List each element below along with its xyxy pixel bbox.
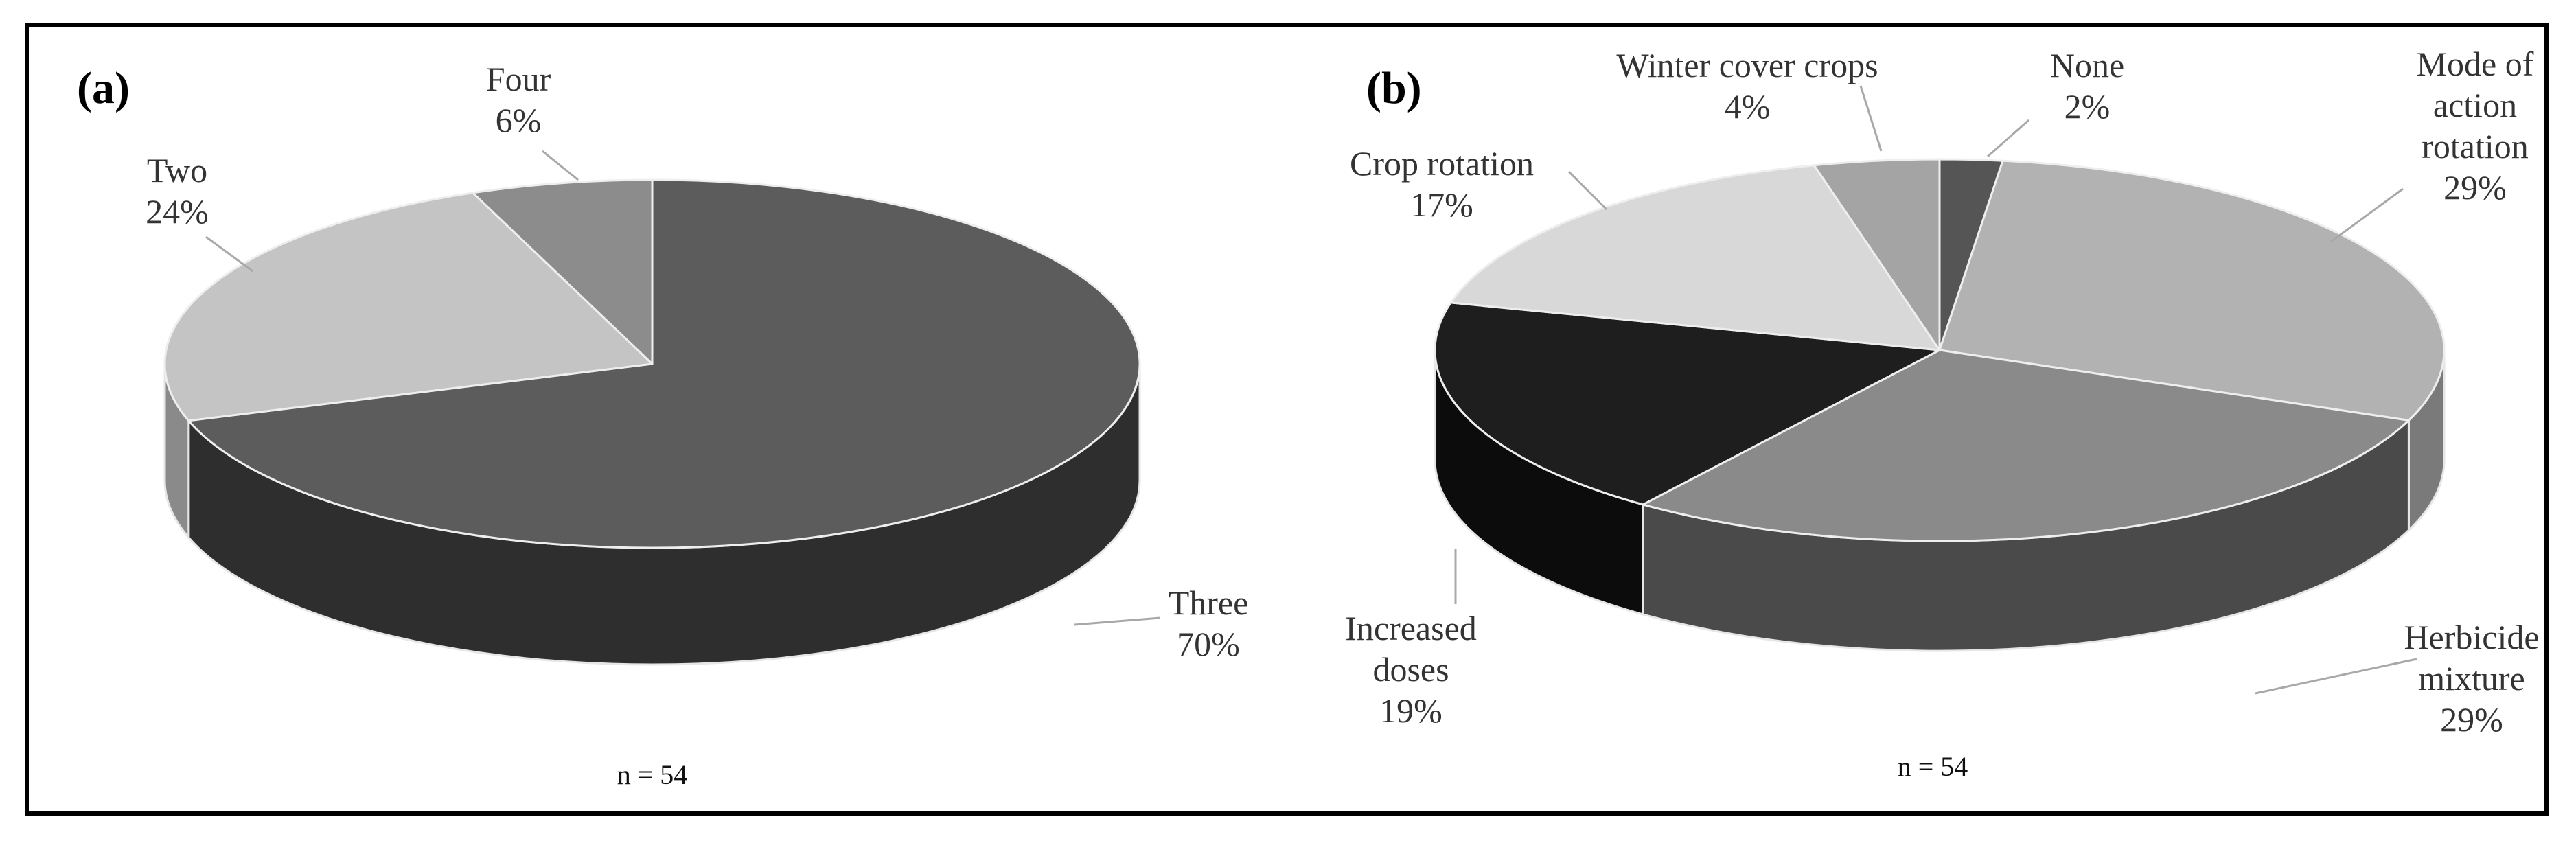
slice-three xyxy=(187,178,1141,549)
panel-label-b: (b) xyxy=(1366,63,1422,113)
pie-chart-b: (b) None 2%Mode of action rotation 29%Herbic… xyxy=(1345,45,2539,782)
leader-line-herbicide-mixture xyxy=(2255,658,2417,695)
slice-winter-cover-crops xyxy=(1813,158,1941,351)
leader-line-four xyxy=(542,150,579,181)
percent-label-four: 6% xyxy=(496,101,542,139)
category-label-winter-cover-crops: Winter cover crops xyxy=(1616,46,1878,84)
category-label-mode-of-action-rotation: rotation xyxy=(2422,127,2529,165)
data-label-two: Two 24% xyxy=(146,151,209,231)
category-label-herbicide-mixture: Herbicide xyxy=(2404,618,2539,656)
data-label-mode-of-action-rotation: Mode of action rotation 29% xyxy=(2417,45,2534,207)
sample-size-b: n = 54 xyxy=(1898,751,1968,782)
slice-two xyxy=(163,192,654,422)
leader-line-none xyxy=(1987,119,2029,158)
slice-mode-of-action-rotation xyxy=(1938,159,2446,422)
category-label-four: Four xyxy=(486,60,551,98)
category-label-mode-of-action-rotation: Mode of xyxy=(2417,45,2534,83)
slice-increased-doses xyxy=(1434,301,1941,506)
percent-label-crop-rotation: 17% xyxy=(1410,185,1473,224)
data-label-three: Three 70% xyxy=(1169,584,1249,663)
data-label-increased-doses: Increased doses 19% xyxy=(1345,609,1477,730)
leader-line-two xyxy=(205,235,253,273)
panel-label-a: (a) xyxy=(77,63,130,113)
data-label-herbicide-mixture: Herbicide mixture 29% xyxy=(2404,618,2539,739)
category-label-none: None xyxy=(2050,46,2124,84)
leader-line-three xyxy=(1074,616,1161,626)
category-label-three: Three xyxy=(1169,584,1249,622)
category-label-increased-doses: doses xyxy=(1372,650,1449,689)
slice-crop-rotation xyxy=(1449,164,1941,351)
pie-chart-a: (a) Three 70% Two 24% Four 6% n = 54 xyxy=(77,60,1248,790)
percent-label-mode-of-action-rotation: 29% xyxy=(2443,168,2507,207)
leader-line-winter-cover-crops xyxy=(1859,85,1883,152)
percent-label-two: 24% xyxy=(146,192,209,231)
category-label-mode-of-action-rotation: action xyxy=(2433,86,2517,124)
percent-label-winter-cover-crops: 4% xyxy=(1725,87,1771,126)
category-label-increased-doses: Increased xyxy=(1345,609,1477,647)
leader-line-mode-of-action-rotation xyxy=(2330,187,2404,243)
leader-line-crop-rotation xyxy=(1567,170,1608,211)
data-label-none: None 2% xyxy=(2050,46,2124,126)
percent-label-three: 70% xyxy=(1177,625,1240,663)
percent-label-none: 2% xyxy=(2065,87,2111,126)
category-label-herbicide-mixture: mixture xyxy=(2418,659,2525,697)
data-label-crop-rotation: Crop rotation 17% xyxy=(1350,144,1534,224)
category-label-two: Two xyxy=(147,151,207,189)
percent-label-herbicide-mixture: 29% xyxy=(2440,700,2503,739)
percent-label-increased-doses: 19% xyxy=(1379,691,1442,730)
slice-four xyxy=(472,178,654,365)
sample-size-a: n = 54 xyxy=(617,759,688,790)
data-label-winter-cover-crops: Winter cover crops 4% xyxy=(1616,46,1878,126)
data-label-four: Four 6% xyxy=(486,60,551,139)
category-label-crop-rotation: Crop rotation xyxy=(1350,144,1534,183)
slice-herbicide-mixture xyxy=(1642,349,2410,542)
